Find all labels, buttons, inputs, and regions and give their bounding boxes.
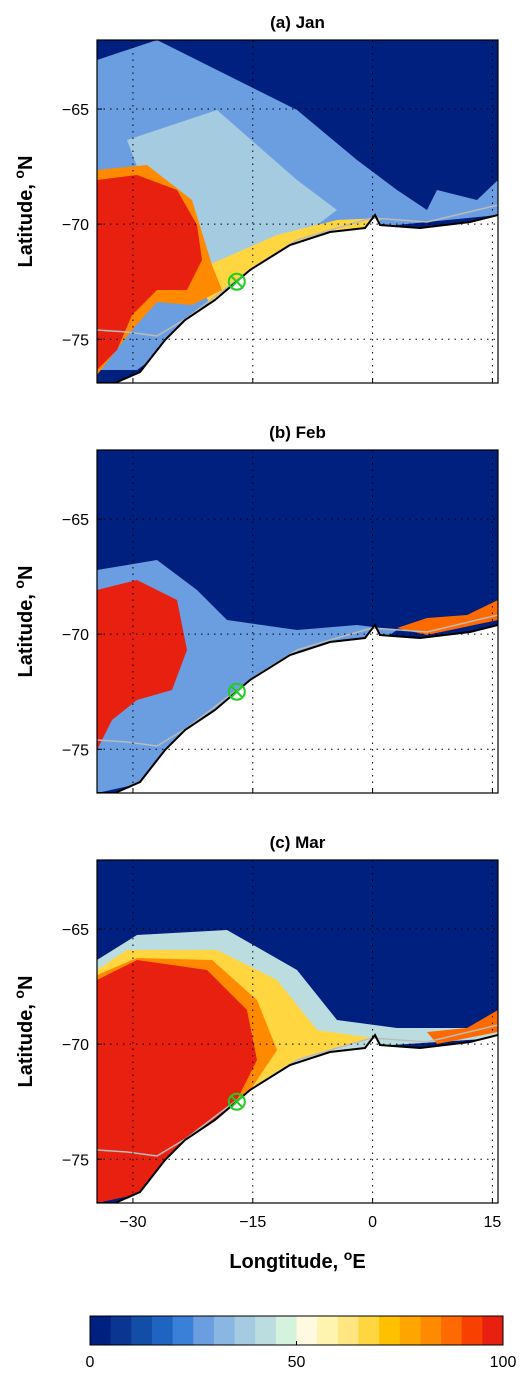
colorbar-segment (110, 1316, 132, 1345)
colorbar-segment (420, 1316, 442, 1345)
colorbar-segment (255, 1316, 277, 1345)
y-axis-label: Latitude, oN (11, 976, 37, 1088)
colorbar-segment (461, 1316, 483, 1345)
panel-title: (a) Jan (270, 13, 325, 32)
colorbar-segment (296, 1316, 318, 1345)
panel-title: (c) Mar (270, 833, 326, 852)
colorbar-segment (441, 1316, 463, 1345)
axes-frame (96, 39, 499, 384)
coastline (97, 623, 498, 793)
x-tick-label: −30 (119, 1214, 146, 1231)
colorbar-segment (337, 1316, 359, 1345)
ice-region (97, 580, 187, 750)
colorbar-tick-label: 100 (490, 1354, 517, 1371)
x-tick-label: 15 (484, 1214, 502, 1231)
land (97, 215, 498, 383)
axes-frame (96, 859, 499, 1204)
y-label-sup: o (11, 580, 27, 589)
site-circle (227, 1092, 246, 1111)
y-tick-label: −65 (62, 512, 89, 529)
y-label-text: Latitude, (15, 999, 37, 1088)
y-axis-label: Latitude, oN (11, 156, 37, 268)
colorbar-segment (379, 1316, 401, 1345)
y-label-unit: N (15, 156, 37, 170)
colorbar-segment (399, 1316, 421, 1345)
colorbar-segment (90, 1316, 112, 1345)
colorbar-segment (234, 1316, 256, 1345)
x-axis-label: Longtitude, oE (229, 1247, 365, 1273)
y-tick-label: −75 (62, 1152, 89, 1169)
y-label-text: Latitude, (15, 589, 37, 678)
colorbar-segment (317, 1316, 339, 1345)
y-label-unit: N (15, 566, 37, 580)
colorbar-segment (172, 1316, 194, 1345)
y-tick-label: −70 (62, 627, 89, 644)
ice-region (97, 960, 257, 1203)
colorbar-segment (131, 1316, 153, 1345)
y-label-text: Latitude, (15, 179, 37, 268)
map-field (97, 40, 498, 383)
ice-region (397, 600, 498, 635)
colorbar-segment (358, 1316, 380, 1345)
ice-region (427, 1010, 498, 1044)
y-label-unit: N (15, 976, 37, 990)
y-axis-label: Latitude, oN (11, 566, 37, 678)
y-tick-label: −70 (62, 217, 89, 234)
y-tick-label: −65 (62, 922, 89, 939)
colorbar-tick-label: 50 (288, 1354, 306, 1371)
colorbar-segment (151, 1316, 174, 1345)
colorbar-segment (213, 1316, 236, 1345)
site-circle (227, 682, 246, 701)
y-label-sup: o (11, 990, 27, 999)
y-label-sup: o (11, 170, 27, 179)
coastline (97, 1033, 498, 1203)
map-field (97, 860, 498, 1203)
land (97, 625, 498, 793)
colorbar: 0 50 100 (86, 1315, 517, 1371)
site-marker (227, 682, 246, 701)
colorbar-segment (193, 1316, 215, 1345)
x-tick-label: −15 (239, 1214, 266, 1231)
site-cross (230, 275, 244, 289)
map-panel: −65 −70 −75 (62, 449, 499, 794)
x-label-sup: o (344, 1247, 353, 1263)
site-cross (230, 1095, 244, 1109)
map-field (97, 450, 498, 793)
x-tick-label: 0 (368, 1214, 377, 1231)
y-tick-label: −70 (62, 1037, 89, 1054)
site-circle (227, 272, 246, 291)
site-cross (230, 685, 244, 699)
x-label-unit: E (352, 1251, 365, 1273)
y-tick-label: −65 (62, 102, 89, 119)
x-label-text: Longtitude, (229, 1251, 343, 1273)
map-panel: −65 −70 −75 (62, 39, 499, 384)
map-panel: −30 −15 0 15 −65 −70 −75 (62, 859, 502, 1231)
site-marker (227, 1092, 246, 1111)
coastline (97, 213, 498, 383)
y-tick-label: −75 (62, 742, 89, 759)
land (97, 1035, 498, 1203)
panel-title: (b) Feb (269, 423, 326, 442)
axes-frame (96, 449, 499, 794)
y-tick-label: −75 (62, 332, 89, 349)
colorbar-tick-label: 0 (86, 1354, 95, 1371)
colorbar-segment (275, 1316, 297, 1345)
colorbar-segment (482, 1316, 504, 1345)
site-marker (227, 272, 246, 291)
